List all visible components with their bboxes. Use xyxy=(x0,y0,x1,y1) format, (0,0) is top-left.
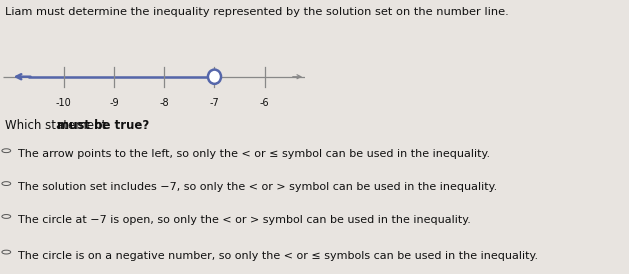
Text: The circle at −7 is open, so only the < or > symbol can be used in the inequalit: The circle at −7 is open, so only the < … xyxy=(18,215,470,225)
Text: -7: -7 xyxy=(209,98,220,107)
Text: -6: -6 xyxy=(260,98,270,107)
Text: The circle is on a negative number, so only the < or ≤ symbols can be used in th: The circle is on a negative number, so o… xyxy=(18,251,538,261)
Circle shape xyxy=(208,70,221,84)
Text: -9: -9 xyxy=(109,98,119,107)
Text: The solution set includes −7, so only the < or > symbol can be used in the inequ: The solution set includes −7, so only th… xyxy=(18,182,497,192)
Text: Which statement: Which statement xyxy=(5,119,110,132)
Text: -8: -8 xyxy=(159,98,169,107)
Text: -10: -10 xyxy=(55,98,72,107)
Text: Liam must determine the inequality represented by the solution set on the number: Liam must determine the inequality repre… xyxy=(5,7,509,17)
Text: must be true?: must be true? xyxy=(57,119,150,132)
Text: The arrow points to the left, so only the < or ≤ symbol can be used in the inequ: The arrow points to the left, so only th… xyxy=(18,149,490,159)
